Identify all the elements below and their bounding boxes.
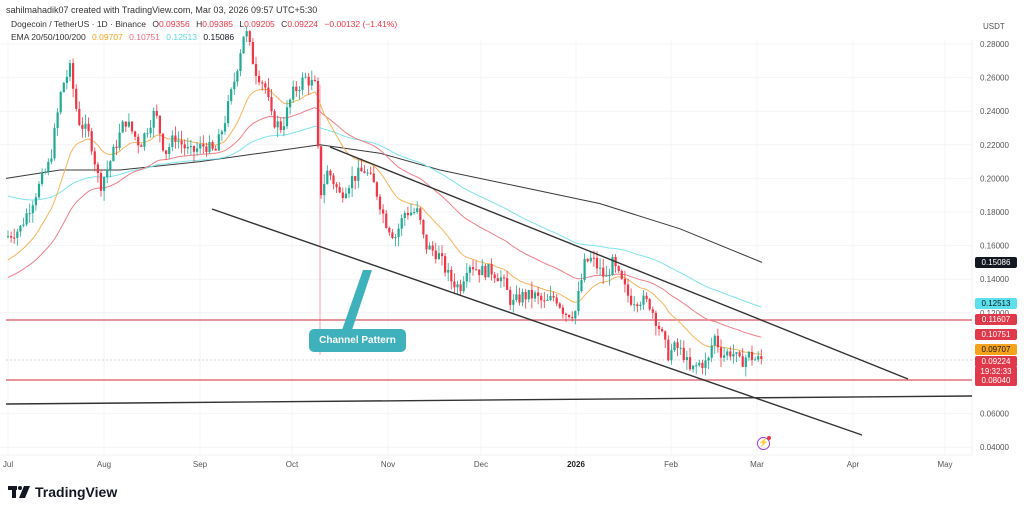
time-tick-label: Oct	[285, 460, 299, 469]
ema20-value: 0.09707	[92, 32, 123, 42]
change-value: −0.00132 (−1.41%)	[324, 19, 398, 29]
low-value: L0.09205	[239, 19, 275, 29]
price-tick-label: 0.18000	[980, 208, 1009, 217]
price-tag: 0.09224	[975, 356, 1017, 367]
channel-upper-line[interactable]	[329, 146, 909, 380]
time-tick-label: Aug	[96, 460, 112, 469]
price-tag: 19:32:33	[975, 366, 1017, 377]
logo-text: TradingView	[35, 484, 118, 500]
ema20-line	[7, 88, 762, 355]
symbol-legend: Dogecoin / TetherUS · 1D · Binance O0.09…	[11, 19, 401, 29]
close-value: C0.09224	[281, 19, 319, 29]
symbol-title[interactable]: Dogecoin / TetherUS · 1D · Binance	[11, 19, 146, 29]
time-tick-label: 2026	[567, 460, 585, 469]
price-tag: 0.15086	[975, 257, 1017, 268]
callout-pointer	[342, 270, 372, 330]
time-tick-label: Jul	[2, 460, 14, 469]
lightning-event-icon[interactable]: ⚡	[757, 437, 770, 450]
chart-credit: sahilmahadik07 created with TradingView.…	[6, 5, 318, 15]
time-tick-label: Feb	[664, 460, 678, 469]
ema200-value: 0.15086	[203, 32, 235, 42]
grid-lines	[0, 40, 972, 455]
price-tag: 0.10751	[975, 329, 1017, 340]
price-tick-label: 0.16000	[980, 242, 1009, 251]
time-tick-label: May	[937, 460, 953, 469]
price-tag: 0.09707	[975, 344, 1017, 355]
ema50-value: 0.10751	[129, 32, 160, 42]
price-tick-label: 0.22000	[980, 141, 1009, 150]
channel-lower-line[interactable]	[211, 208, 863, 436]
ema100-value: 0.12513	[166, 32, 197, 42]
currency-label: USDT	[983, 22, 1005, 31]
price-tick-label: 0.14000	[980, 275, 1009, 284]
channel-pattern-callout[interactable]: Channel Pattern	[309, 329, 406, 352]
tradingview-logo-icon	[8, 486, 30, 498]
price-tag: 0.08040	[975, 375, 1017, 386]
price-tick-label: 0.24000	[980, 107, 1009, 116]
time-tick-label: Sep	[192, 460, 208, 469]
notification-dot	[767, 436, 771, 440]
open-value: O0.09356	[152, 19, 190, 29]
price-tick-label: 0.26000	[980, 74, 1009, 83]
price-tag: 0.12513	[975, 298, 1017, 309]
price-tick-label: 0.28000	[980, 40, 1009, 49]
time-tick-label: Dec	[473, 460, 489, 469]
ema100-line	[7, 125, 762, 308]
time-tick-label: Mar	[750, 460, 764, 469]
price-tick-label: 0.20000	[980, 174, 1009, 183]
long-term-trendline[interactable]	[5, 395, 973, 405]
price-axis[interactable]: 0.28000 0.26000 0.24000 0.22000 0.20000 0.180…	[980, 40, 1009, 452]
price-tick-label: 0.12000	[980, 309, 1009, 318]
time-tick-label: Apr	[846, 460, 860, 469]
time-tick-label: Nov	[380, 460, 396, 469]
price-tick-label: 0.06000	[980, 410, 1009, 419]
ema200-line	[5, 144, 763, 263]
ema-legend: EMA 20/50/100/200 0.09707 0.10751 0.1251…	[11, 32, 238, 42]
ema50-line	[7, 107, 762, 338]
price-tag: 0.11607	[975, 314, 1017, 325]
tradingview-logo: TradingView	[8, 484, 117, 500]
high-value: H0.09385	[196, 19, 233, 29]
ema-label[interactable]: EMA 20/50/100/200	[11, 32, 86, 42]
price-tick-label: 0.04000	[980, 443, 1009, 452]
candlesticks[interactable]	[6, 26, 763, 377]
